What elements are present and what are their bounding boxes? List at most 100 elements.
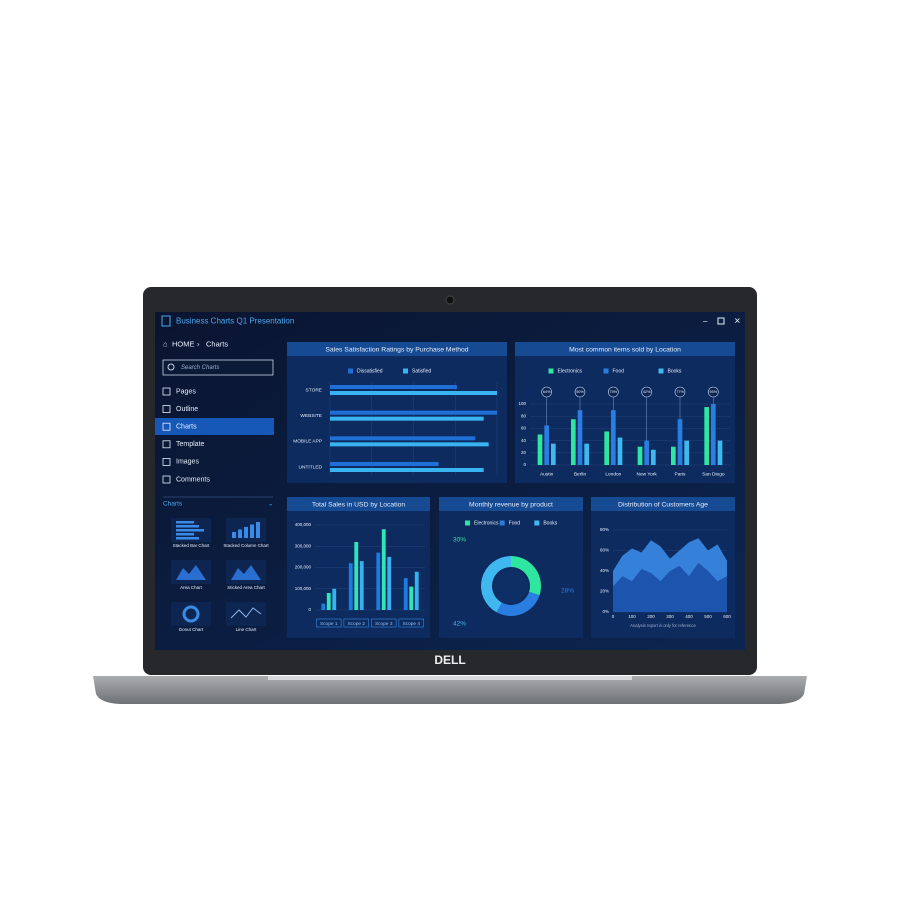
menu-selected-bg [155, 418, 274, 435]
annotation-bubble [608, 386, 619, 398]
bar [332, 588, 337, 610]
panel [439, 497, 583, 638]
annotation-bubble [708, 386, 719, 398]
thumbnail[interactable] [226, 602, 266, 626]
x-category-label: Scope 3 [375, 621, 393, 627]
panel-header [515, 342, 735, 356]
legend-label: Food [613, 368, 625, 374]
footnote: Analysis report is only for reference [630, 623, 696, 628]
category-box [343, 618, 369, 628]
thumbnail-icon [176, 525, 199, 528]
y-tick-label: 60% [600, 548, 609, 553]
thumbnail-icon [244, 527, 248, 538]
y-tick-label: 0% [602, 609, 609, 614]
y-tick-label: 300,000 [295, 543, 312, 548]
menu-item[interactable]: Comments [176, 476, 210, 483]
bar [330, 391, 497, 395]
y-tick-label: 60 [521, 426, 527, 431]
annotation-label: 95% [710, 390, 718, 394]
thumbnail-label: Line Chart [236, 627, 258, 632]
menu-icon [162, 387, 171, 396]
x-category-label: Scope 2 [347, 621, 365, 627]
x-category-label: Berlin [574, 471, 587, 477]
menu-icon [162, 405, 171, 414]
x-category-label: New York [637, 471, 658, 477]
bar [387, 556, 392, 610]
annotation-bubble [641, 386, 652, 398]
panel-title: Sales Satisfaction Ratings by Purchase M… [325, 346, 468, 353]
menu-item[interactable]: Charts [176, 424, 197, 431]
bar [671, 446, 676, 465]
thumbnail-icon [230, 607, 262, 619]
thumbnail-icon [231, 565, 261, 580]
panel-title: Distribution of Customers Age [618, 501, 708, 508]
menu-item[interactable]: Pages [176, 388, 196, 395]
bar [330, 468, 484, 472]
close-button[interactable]: ✕ [734, 317, 741, 326]
bar [611, 410, 616, 465]
category-box [316, 618, 342, 628]
category-box [371, 618, 397, 628]
bar [403, 578, 408, 610]
bar [354, 542, 359, 610]
panel-header [591, 497, 735, 511]
panel-header [287, 497, 430, 511]
x-tick-label: 0 [612, 614, 615, 619]
y-tick-label: 100,000 [295, 586, 312, 591]
thumbnail-label: Sticked Area Chart [227, 585, 265, 590]
y-tick-label: 80% [600, 527, 609, 532]
breadcrumb-current: Charts [206, 339, 228, 348]
legend-label: Electronics [558, 368, 583, 374]
y-tick-label: 0 [308, 607, 311, 612]
donut-segment [496, 591, 540, 616]
panel-header [439, 497, 583, 511]
bar [551, 443, 556, 465]
x-category-label: San Diego [702, 471, 725, 477]
bar [544, 425, 549, 465]
panel-title: Most common items sold by Location [569, 346, 681, 353]
legend-swatch [603, 368, 609, 374]
panel-title: Monthly revenue by product [469, 501, 553, 508]
home-icon: ⌂ [163, 339, 168, 348]
search-icon [167, 363, 175, 371]
thumbnail-icon [182, 605, 200, 623]
x-category-label: Scope 1 [320, 621, 338, 627]
y-tick-label: 80 [521, 413, 527, 418]
area [613, 562, 727, 612]
menu-item[interactable]: Images [176, 459, 199, 466]
maximize-button[interactable] [717, 317, 725, 325]
donut-segment [511, 556, 541, 596]
legend-label: Dissatisfied [357, 368, 383, 374]
breadcrumb-sep: › [197, 339, 200, 348]
bar [381, 529, 386, 610]
bar [644, 440, 649, 465]
search-box[interactable] [162, 359, 274, 376]
bar [617, 437, 623, 465]
bar [584, 443, 589, 465]
minimize-button[interactable]: – [703, 317, 708, 326]
bar [684, 440, 689, 465]
breadcrumb-home[interactable]: HOME [172, 339, 195, 348]
legend-label: Satisfied [412, 368, 431, 374]
annotation-label: 42% [643, 390, 651, 394]
bar [537, 434, 543, 465]
menu-item[interactable]: Template [176, 441, 205, 448]
category-box [398, 618, 424, 628]
bar [637, 446, 643, 465]
y-category-label: STORE [306, 387, 322, 393]
bar [348, 563, 353, 610]
x-tick-label: 100 [628, 614, 636, 619]
donut-value-label: 42% [453, 621, 466, 628]
legend-label: Books [668, 368, 682, 374]
thumbnail-icon [256, 522, 260, 538]
legend-swatch [403, 368, 408, 374]
y-category-label: WEBSITE [300, 413, 322, 419]
menu-item[interactable]: Outline [176, 406, 198, 413]
thumbnail-icon [238, 529, 242, 538]
collapse-icon[interactable]: ⌄ [268, 501, 273, 508]
laptop-base [93, 676, 807, 704]
y-tick-label: 200,000 [295, 565, 312, 570]
section-title: Charts [163, 501, 183, 508]
bar [604, 431, 609, 465]
